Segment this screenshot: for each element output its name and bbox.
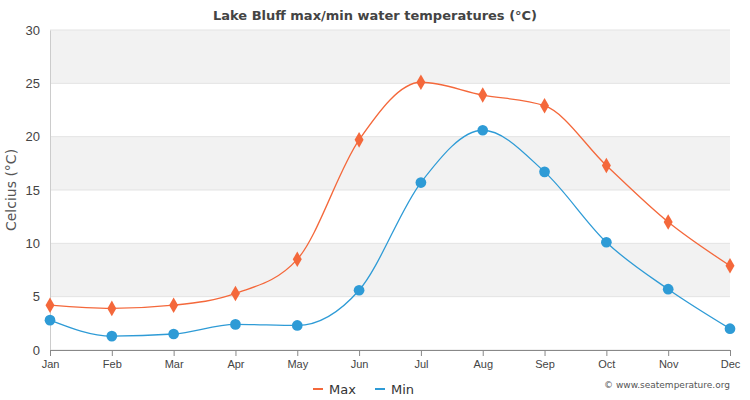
grid-band [50, 243, 730, 296]
legend-swatch [313, 388, 323, 390]
legend-label: Max [329, 382, 356, 397]
x-tick-mark [50, 350, 51, 356]
x-axis-line [51, 350, 731, 351]
y-tick: 10 [26, 236, 50, 251]
x-tick-mark [730, 350, 731, 356]
x-tick-label: Sep [535, 358, 555, 370]
x-tick: Dec [721, 350, 741, 370]
grid-line [50, 83, 730, 84]
series-marker [477, 125, 488, 136]
series-marker [601, 237, 612, 248]
series-marker [416, 177, 427, 188]
x-tick: Nov [659, 350, 679, 370]
series-marker [106, 331, 117, 342]
y-tick-label: 15 [26, 183, 40, 198]
x-tick-mark [606, 350, 607, 356]
series-marker [354, 285, 365, 296]
series-line [50, 130, 730, 336]
series-marker [293, 252, 302, 268]
series-marker [168, 329, 179, 340]
series-marker [540, 98, 549, 114]
grid-line [50, 296, 730, 297]
y-tick: 15 [26, 183, 50, 198]
series-marker [45, 315, 56, 326]
grid-line [50, 190, 730, 191]
x-tick-mark [235, 350, 236, 356]
chart: 0 5 10 15 20 25 30 Jan Feb Mar Apr May Jun Jul Aug Sep O… [0, 0, 750, 400]
series-marker [664, 214, 673, 230]
series-marker [478, 87, 487, 103]
legend: Max Min [313, 382, 414, 397]
x-tick: Apr [227, 350, 244, 370]
series-marker [726, 258, 735, 274]
series-marker [230, 319, 241, 330]
x-tick-mark [359, 350, 360, 356]
x-tick-label: May [287, 358, 308, 370]
grid-line [50, 350, 730, 351]
x-tick: Feb [103, 350, 122, 370]
y-tick-label: 0 [33, 343, 40, 358]
series-marker [539, 167, 550, 178]
y-tick-label: 20 [26, 129, 40, 144]
annotation: © www.seatemperature.org [604, 380, 730, 390]
x-tick-label: Feb [103, 358, 122, 370]
y-tick-label: 25 [26, 76, 40, 91]
x-tick-mark [668, 350, 669, 356]
series-marker [169, 297, 178, 313]
y-axis: 0 5 10 15 20 25 30 [26, 23, 51, 358]
series-marker [355, 132, 364, 148]
y-tick-label: 30 [26, 23, 40, 38]
x-tick-label: Nov [659, 358, 679, 370]
x-tick-label: Jan [42, 358, 60, 370]
title: Lake Bluff max/min water temperatures (°… [213, 8, 537, 23]
x-tick-label: Mar [165, 358, 184, 370]
grid-band [50, 137, 730, 190]
series-marker [416, 74, 425, 90]
y-tick: 20 [26, 129, 50, 144]
series-marker [46, 297, 55, 313]
grid-line [50, 30, 730, 31]
x-tick-mark [297, 350, 298, 356]
series-marker [107, 301, 116, 317]
legend-label: Min [391, 382, 414, 397]
series-marker [292, 320, 303, 331]
y-tick: 25 [26, 76, 50, 91]
y-tick: 30 [26, 23, 50, 38]
grid-line [50, 136, 730, 137]
grid-band [50, 30, 730, 83]
y-tick-label: 10 [26, 236, 40, 251]
x-tick: Sep [535, 350, 555, 370]
series-marker [663, 284, 674, 295]
x-tick-label: Aug [473, 358, 493, 370]
y-axis-title: Celcius (°C) [3, 149, 19, 231]
x-tick: May [287, 350, 308, 370]
x-tick: Mar [165, 350, 184, 370]
x-tick: Jun [351, 350, 369, 370]
x-tick: Oct [598, 350, 615, 370]
x-tick-mark [483, 350, 484, 356]
grid-line [50, 243, 730, 244]
x-tick-label: Jun [351, 358, 369, 370]
x-tick: Jan [42, 350, 60, 370]
x-tick-label: Jul [414, 358, 428, 370]
series-marker [231, 286, 240, 302]
series-marker [602, 158, 611, 174]
x-tick: Jul [414, 350, 428, 370]
x-tick-mark [112, 350, 113, 356]
series-line [50, 82, 730, 308]
y-tick-label: 5 [33, 289, 40, 304]
x-tick-mark [174, 350, 175, 356]
x-tick-mark [421, 350, 422, 356]
x-axis: Jan Feb Mar Apr May Jun Jul Aug Sep Oct Nov Dec [42, 350, 741, 370]
series-marker [725, 323, 736, 334]
y-tick: 0 [33, 343, 50, 358]
x-tick-label: Dec [721, 358, 741, 370]
grid [50, 30, 730, 350]
x-tick: Aug [473, 350, 493, 370]
x-tick-mark [545, 350, 546, 356]
x-tick-label: Apr [227, 358, 244, 370]
legend-swatch [375, 388, 385, 390]
plot-area [45, 74, 736, 341]
x-tick-label: Oct [598, 358, 615, 370]
